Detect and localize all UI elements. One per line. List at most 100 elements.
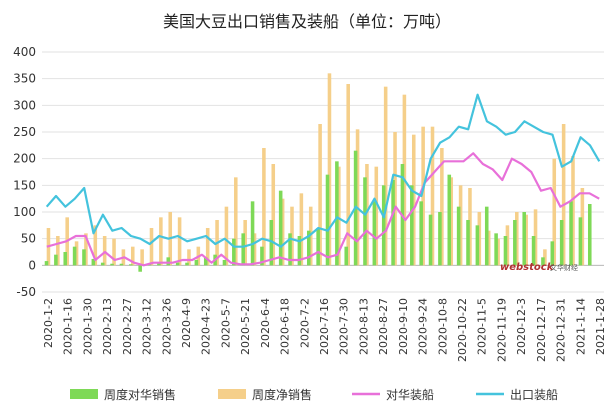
net-sales-bar <box>365 164 369 266</box>
china-sales-bar <box>54 254 58 266</box>
net-sales-bar <box>543 249 547 266</box>
china-sales-bar <box>391 180 395 266</box>
china-sales-bar <box>447 174 452 266</box>
china-sales-bar <box>541 257 545 266</box>
net-sales-bars <box>46 73 585 266</box>
x-tick-label: 2020-1-30 <box>81 298 94 355</box>
net-sales-bar <box>477 212 482 266</box>
chart-title: 美国大豆出口销售及装船（单位：万吨） <box>162 12 451 31</box>
y-tick-label: 50 <box>21 232 36 246</box>
china-sales-bars <box>44 150 592 272</box>
net-sales-bar <box>290 206 294 266</box>
x-tick-label: 2020-7-30 <box>338 298 351 355</box>
china-sales-bar <box>278 190 283 266</box>
china-sales-bar <box>185 262 189 266</box>
watermark-logo-text: webstock <box>500 262 555 273</box>
net-sales-bar <box>56 236 60 266</box>
net-sales-bar <box>140 249 144 266</box>
china-sales-bar <box>325 174 330 266</box>
china-sales-bar <box>175 262 180 266</box>
x-tick-label: 2020-10-22 <box>456 298 469 362</box>
china-sales-bar <box>513 220 517 266</box>
net-sales-bar <box>468 188 472 266</box>
net-sales-bar <box>580 188 585 266</box>
china-sales-bar <box>363 177 367 266</box>
watermark-cn-text: 文华财经 <box>550 263 578 272</box>
net-sales-bar <box>393 132 397 266</box>
china-sales-bar <box>419 201 423 266</box>
x-tick-label: 2020-8-13 <box>357 298 370 355</box>
x-tick-label: 2021-1-28 <box>594 298 607 355</box>
x-tick-label: 2020-6-18 <box>279 298 292 355</box>
legend: 周度对华销售 周度净销售 对华装船 出口装船 <box>70 387 558 402</box>
china-sales-bar <box>587 204 592 266</box>
x-tick-label: 2020-9-10 <box>397 298 410 355</box>
china-sales-bar <box>410 185 414 266</box>
y-tick-label: 0 <box>28 258 36 272</box>
export-shipments-line <box>45 93 601 248</box>
y-tick-label: 350 <box>13 72 36 86</box>
china-sales-bar <box>297 236 302 266</box>
x-tick-label: 2020-7-16 <box>318 298 331 355</box>
china-sales-bar <box>119 263 124 266</box>
china-sales-bar <box>72 246 77 266</box>
x-tick-label: 2020-6-4 <box>259 298 272 348</box>
y-tick-label: 300 <box>13 98 36 112</box>
x-tick-label: 2020-12-31 <box>555 298 568 362</box>
net-sales-bar <box>505 225 510 266</box>
x-tick-label: 2020-1-16 <box>62 298 75 355</box>
china-sales-bar <box>250 201 255 266</box>
china-sales-bar <box>269 220 274 266</box>
net-sales-bar <box>374 166 379 266</box>
legend-label: 周度净销售 <box>252 387 312 402</box>
china-sales-bar <box>157 262 161 266</box>
net-sales-bar <box>149 228 154 266</box>
x-tick-label: 2020-11-19 <box>495 298 508 362</box>
net-sales-bar <box>524 214 528 266</box>
x-tick-label: 2020-2-13 <box>101 298 114 355</box>
china-sales-bar <box>316 228 320 266</box>
china-sales-bar <box>194 260 199 266</box>
china-sales-bar <box>569 201 573 266</box>
china-sales-bar <box>288 233 292 266</box>
net-sales-bar <box>383 86 388 266</box>
x-axis-ticks: 2020-1-2 2020-1-16 2020-1-30 2020-2-13 2020-… <box>42 298 607 362</box>
x-tick-label: 2020-1-2 <box>42 298 55 348</box>
net-sales-bar <box>411 134 416 266</box>
net-sales-bar <box>280 198 285 266</box>
y-tick-label: 100 <box>13 205 36 219</box>
china-sales-bar <box>82 249 86 266</box>
legend-label: 出口装船 <box>510 388 558 402</box>
net-sales-bar <box>224 206 229 266</box>
china-sales-bar <box>260 246 264 266</box>
china-sales-bar <box>438 212 442 266</box>
china-sales-bar <box>222 260 227 266</box>
china-sales-bar <box>531 236 536 266</box>
y-tick-label: 200 <box>13 152 36 166</box>
x-tick-label: 2020-10-8 <box>436 298 449 355</box>
shipment-lines <box>45 93 601 267</box>
china-sales-bar <box>335 161 339 266</box>
x-tick-label: 2020-4-9 <box>180 298 193 348</box>
china-sales-bar <box>232 238 236 266</box>
net-sales-bar <box>496 238 500 266</box>
legend-label: 对华装船 <box>386 388 434 402</box>
net-sales-bar <box>327 73 332 266</box>
china-sales-bar <box>428 214 433 266</box>
net-sales-bar <box>93 225 98 266</box>
net-sales-bar <box>421 126 425 266</box>
x-tick-label: 2020-12-17 <box>535 298 548 362</box>
china-sales-bar <box>306 230 311 266</box>
net-sales-bar <box>486 230 491 266</box>
y-tick-label: 150 <box>13 178 36 192</box>
china-sales-bar <box>456 206 461 266</box>
x-tick-label: 2021-1-14 <box>574 298 587 355</box>
china-sales-bar <box>484 206 489 266</box>
net-sales-bar <box>515 212 519 266</box>
net-sales-bar <box>440 148 444 266</box>
china-sales-bar <box>381 185 386 266</box>
net-sales-bar <box>430 126 435 266</box>
china-sales-bar <box>100 262 105 266</box>
net-sales-bar <box>458 185 463 266</box>
